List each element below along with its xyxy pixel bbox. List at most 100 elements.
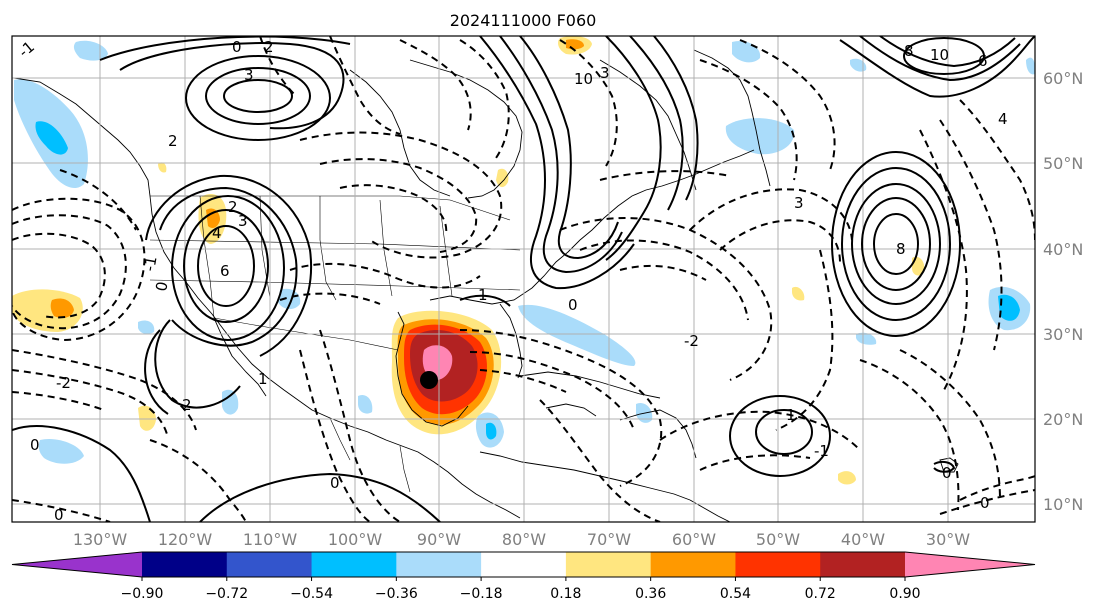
anomaly-blob [222, 389, 239, 415]
anomaly-blob [725, 118, 795, 155]
contour-label: 2 [228, 198, 238, 216]
anomaly-blob [912, 256, 925, 276]
contour-label: -2 [56, 374, 71, 392]
lat-tick-label: 60°N [1043, 69, 1083, 88]
colorbar-tick-label: 0.36 [635, 586, 666, 602]
contour-label: -1 [814, 442, 829, 460]
contour-label: 0 [568, 296, 578, 314]
lon-tick-label: 50°W [756, 530, 800, 549]
contour-label: 4 [998, 110, 1008, 128]
anomaly-blob [1026, 57, 1035, 75]
contour-label: 10 [930, 46, 949, 64]
colorbar-swatch [650, 552, 736, 577]
anomaly-blob [73, 40, 108, 61]
anomaly-blob [838, 471, 856, 485]
colorbar-swatch [735, 552, 821, 577]
anomaly-blob [998, 294, 1020, 321]
storm-anomaly [391, 310, 502, 435]
anomaly-blob [50, 298, 74, 318]
contour-label: 0 [330, 474, 340, 492]
colorbar-tick-label: −0.54 [290, 586, 333, 602]
contour-label: 4 [212, 224, 222, 242]
anomaly-blob [278, 288, 301, 310]
anomaly-blob [158, 162, 167, 173]
colorbar-tick-label: 0.90 [889, 586, 920, 602]
colorbar-extend-high [905, 552, 1035, 577]
colorbar-tick-label: 0.72 [805, 586, 836, 602]
colorbar-swatch [396, 552, 482, 577]
contour-label: 2 [264, 38, 274, 56]
contour-label: 2 [182, 396, 192, 414]
contour-label: 0 [152, 280, 171, 293]
longitude-labels: 130°W 120°W 110°W 100°W 90°W 80°W 70°W 6… [73, 530, 970, 549]
anomaly-blob [850, 58, 867, 72]
anomaly-blob [496, 168, 509, 188]
lon-tick-label: 40°W [841, 530, 885, 549]
contour-label: 0 [54, 506, 64, 524]
lon-tick-label: 110°W [243, 530, 298, 549]
contour-label: 10 [574, 70, 593, 88]
contour-labels: -1 0 2 3 2 10 3 10 8 6 4 4 3 2 6 -1 0 1 … [15, 38, 1008, 524]
anomaly-blob [792, 286, 805, 301]
contour-label: 3 [238, 212, 248, 230]
anomaly-blob [358, 394, 373, 414]
colorbar-tick-label: −0.18 [460, 586, 503, 602]
contour-label: 8 [904, 42, 914, 60]
contour-label: 0 [232, 38, 242, 56]
anomaly-blob [38, 438, 84, 464]
contour-label: 8 [896, 240, 906, 258]
contour-label: -2 [684, 332, 699, 350]
latitude-labels: 60°N 50°N 40°N 30°N 20°N 10°N [1043, 69, 1083, 514]
lon-tick-label: 80°W [502, 530, 546, 549]
contour-label: 6 [978, 52, 988, 70]
contour-label: 1 [478, 286, 488, 304]
lat-tick-label: 30°N [1043, 325, 1083, 344]
anomaly-blob [486, 422, 497, 440]
colorbar: −0.90 −0.72 −0.54 −0.36 −0.18 0.18 0.36 0.54 0.7… [11, 551, 1036, 602]
contour-label: 1 [786, 406, 796, 424]
lon-tick-label: 130°W [73, 530, 128, 549]
political-borders [149, 195, 521, 493]
anomaly-blob [35, 121, 68, 155]
colorbar-swatch [142, 552, 228, 577]
lat-tick-label: 50°N [1043, 154, 1083, 173]
contour-label: 0 [30, 436, 40, 454]
anomaly-blob [856, 332, 877, 345]
colorbar-swatch [820, 552, 906, 577]
colorbar-swatch [565, 552, 652, 577]
figure-title: 2024111000 F060 [450, 11, 597, 30]
contour-label: -1 [140, 255, 160, 273]
map-frame [11, 35, 1036, 523]
contour-label: 0 [942, 464, 952, 482]
map-area: -1 0 2 3 2 10 3 10 8 6 4 4 3 2 6 -1 0 1 … [12, 36, 1035, 524]
anomaly-blob [138, 320, 155, 335]
anomaly-blob [518, 304, 636, 366]
colorbar-swatch [311, 552, 397, 577]
colorbar-tick-label: −0.72 [205, 586, 248, 602]
colorbar-tick-label: 0.54 [720, 586, 751, 602]
colorbar-tick-label: −0.36 [375, 586, 418, 602]
contour-label: 1 [258, 370, 268, 388]
lat-tick-label: 20°N [1043, 410, 1083, 429]
contour-label: 0 [980, 494, 990, 512]
lon-tick-label: 100°W [328, 530, 383, 549]
colorbar-swatch [226, 552, 313, 577]
lon-tick-label: 30°W [926, 530, 970, 549]
lon-tick-label: 90°W [417, 530, 461, 549]
contour-label: 3 [794, 194, 804, 212]
lon-tick-label: 60°W [672, 530, 716, 549]
contour-label: 3 [600, 64, 610, 82]
colorbar-tick-label: 0.18 [550, 586, 581, 602]
lat-tick-label: 10°N [1043, 495, 1083, 514]
contour-label: 6 [220, 262, 230, 280]
storm-center-marker [420, 371, 438, 389]
coastlines [13, 49, 959, 522]
positive-contours [12, 36, 1035, 522]
colorbar-extend-low [12, 552, 142, 577]
anomaly-blob [138, 405, 156, 431]
lon-tick-label: 70°W [587, 530, 631, 549]
colorbar-swatch [481, 552, 567, 577]
contour-label: 3 [244, 66, 254, 84]
colorbar-tick-label: −0.90 [121, 586, 164, 602]
